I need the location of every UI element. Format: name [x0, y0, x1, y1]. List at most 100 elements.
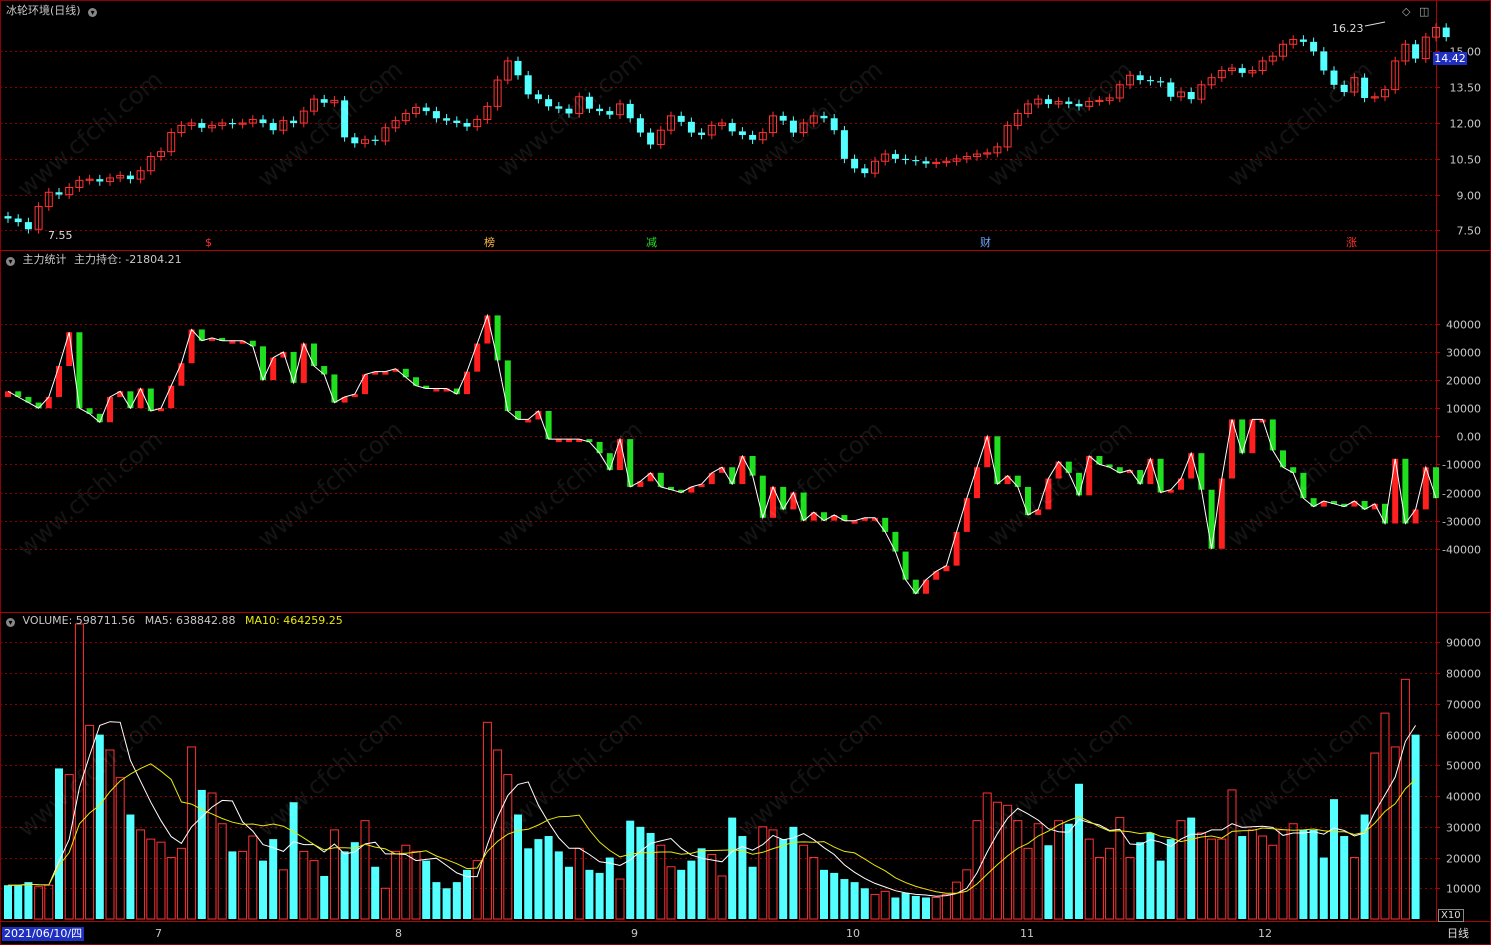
- volume-bar-up: [329, 829, 339, 920]
- candle-body-down: [1340, 84, 1348, 92]
- indicator-bar-down: [290, 351, 297, 383]
- indicator-bar-down: [545, 411, 552, 440]
- volume-bar-down: [4, 885, 12, 919]
- indicator-bar-up: [178, 363, 185, 386]
- indicator-bar-up: [300, 343, 307, 383]
- volume-bar-up: [74, 623, 84, 920]
- indicator-bar-up: [5, 391, 11, 397]
- candle-body-down: [1065, 101, 1073, 104]
- indicator-bar-up: [1055, 461, 1062, 479]
- candle-body-up: [85, 178, 94, 181]
- indicator-bar-down: [882, 517, 889, 532]
- indicator-bar-down: [1290, 467, 1297, 473]
- event-mark-ranking[interactable]: 榜: [484, 236, 495, 249]
- indicator-bar-up: [739, 455, 746, 485]
- volume-bar-up: [1370, 752, 1380, 920]
- volume-bar-down: [595, 872, 604, 919]
- indicator-bar-up: [525, 419, 532, 423]
- volume-bar-up: [666, 866, 676, 920]
- event-mark-reduce[interactable]: 减: [646, 236, 657, 249]
- candle-body-down: [820, 115, 828, 119]
- indicator-bar-up: [229, 340, 236, 344]
- volume-bar-up: [380, 887, 390, 920]
- candle-body-down: [1310, 41, 1318, 52]
- volume-bar-up: [1288, 823, 1298, 920]
- chevron-down-icon[interactable]: ▾: [6, 618, 15, 627]
- candle-body-up: [1024, 103, 1032, 114]
- indicator-bar-down: [1014, 475, 1021, 487]
- volume-bar-up: [503, 774, 513, 920]
- volume-bar-up: [656, 844, 666, 920]
- candle-body-up: [1350, 77, 1359, 93]
- volume-unit: X10: [1438, 909, 1464, 922]
- candle-body-up: [1003, 124, 1012, 148]
- indicator-bar-down: [759, 475, 766, 518]
- indicator-bar-up: [1086, 455, 1093, 496]
- indicator-bar-up: [382, 371, 389, 375]
- window-toggle-icon[interactable]: ◫: [1419, 5, 1430, 18]
- volume-bar-down: [1136, 842, 1145, 919]
- event-mark-dividend[interactable]: $: [205, 236, 212, 249]
- period-label[interactable]: 日线: [1447, 927, 1469, 940]
- indicator-bar-up: [1422, 467, 1429, 510]
- candle-body-up: [75, 179, 84, 188]
- start-date[interactable]: 2021/06/10/四: [2, 927, 85, 941]
- indicator-bar-up: [851, 520, 858, 524]
- volume-bar-up: [401, 844, 411, 920]
- volume-bar-down: [646, 832, 655, 919]
- chevron-down-icon[interactable]: ▾: [88, 8, 98, 17]
- candle-body-up: [187, 122, 196, 126]
- volume-bar-down: [197, 789, 206, 919]
- indicator-bar-down: [147, 388, 154, 412]
- indicator-bar-up: [341, 396, 348, 403]
- candle-body-up: [575, 96, 584, 114]
- volume-bar-up: [187, 746, 197, 920]
- event-mark-rise[interactable]: 涨: [1346, 236, 1357, 249]
- volume-bar-down: [350, 842, 359, 919]
- indicator-bar-up: [433, 388, 440, 392]
- volume-bar-up: [707, 853, 717, 920]
- candle-body-down: [1044, 99, 1052, 104]
- candle-body-down: [677, 115, 685, 122]
- volume-bar-up: [1268, 844, 1278, 920]
- volume-bar-up: [1258, 835, 1268, 920]
- candle-body-down: [1187, 92, 1195, 100]
- volume-bar-up: [44, 884, 54, 920]
- indicator-bar-up: [209, 337, 215, 341]
- indicator-bar-up: [719, 467, 725, 473]
- candle-body-up: [167, 132, 176, 153]
- chevron-down-icon[interactable]: ▾: [6, 257, 15, 266]
- volume-bar-down: [1187, 817, 1196, 919]
- volume-bar-down: [626, 820, 635, 919]
- candle-body-up: [1115, 84, 1124, 99]
- volume-bar-down: [565, 866, 573, 919]
- candle-body-up: [248, 118, 257, 124]
- volume-bar-up: [941, 893, 951, 920]
- volume-bar-up: [1094, 857, 1104, 920]
- indicator-bar-up: [974, 467, 980, 499]
- indicator-bar-down: [25, 396, 32, 403]
- volume-bar-up: [1013, 820, 1023, 920]
- volume-bar-up: [166, 857, 176, 920]
- candle-body-down: [922, 161, 930, 164]
- indicator-bar-up: [1351, 500, 1358, 507]
- volume-bar-up: [758, 826, 768, 920]
- volume-bar-up: [615, 878, 625, 920]
- indicator-bar-up: [1412, 509, 1419, 524]
- volume-tick-label: 30000: [1446, 822, 1481, 835]
- indicator-bar-down: [1198, 453, 1205, 490]
- indicator-bar-up: [137, 388, 144, 409]
- indicator-bar-down: [86, 408, 93, 414]
- event-mark-finance[interactable]: 财: [980, 236, 991, 249]
- indicator-bar-down: [1106, 464, 1113, 468]
- candle-body-down: [534, 94, 542, 100]
- candle-body-down: [432, 111, 440, 119]
- diamond-icon[interactable]: ◇: [1402, 5, 1411, 18]
- price-tick-label: 10.50: [1450, 154, 1482, 167]
- indicator-bar-up: [953, 531, 960, 566]
- volume-bar-up: [880, 890, 890, 920]
- candle-body-down: [228, 123, 236, 125]
- indicator-bar-up: [372, 371, 379, 375]
- indicator-bar-up: [810, 512, 817, 521]
